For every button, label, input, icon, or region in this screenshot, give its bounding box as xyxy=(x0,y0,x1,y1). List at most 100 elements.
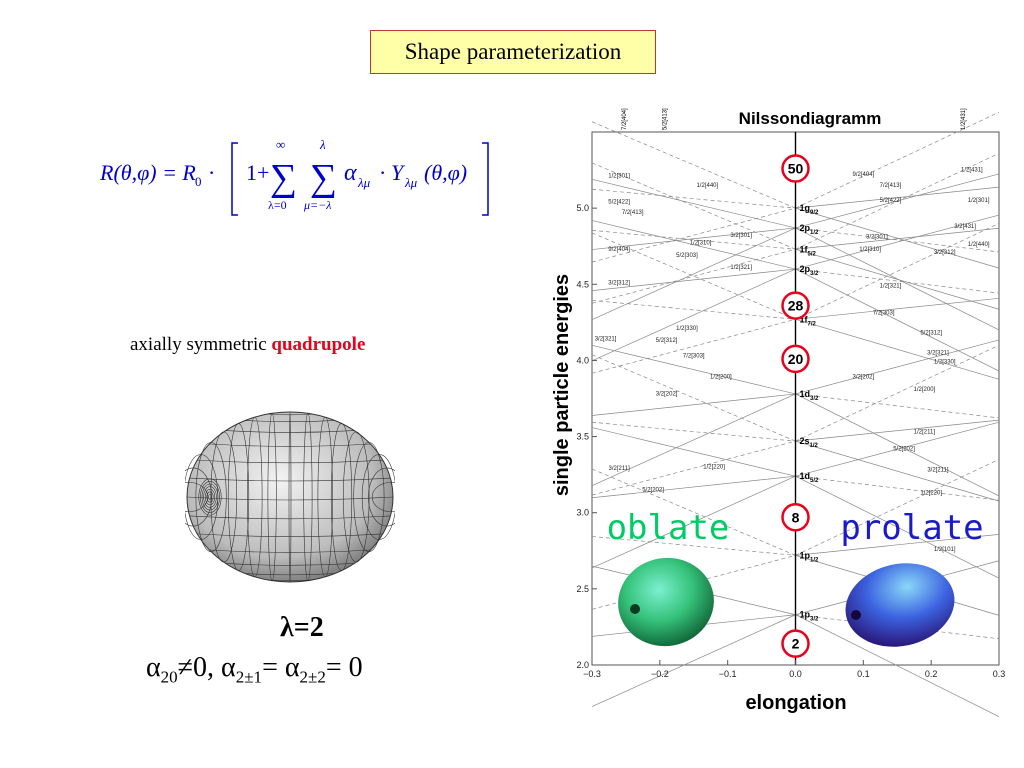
orbital-label: 5/2[202] xyxy=(893,446,915,452)
meridian-line xyxy=(353,442,385,552)
orbital-line xyxy=(795,344,1000,442)
spherical-level-sub: 5/2 xyxy=(810,478,819,484)
orbital-line xyxy=(795,614,1000,640)
orbital-label: 7/2[303] xyxy=(683,353,705,359)
sum2-sigma: ∑ xyxy=(310,157,337,199)
parallel-line xyxy=(209,443,371,447)
top-orbital-label: 1/2[431] xyxy=(961,108,967,130)
meridian-line xyxy=(195,442,227,552)
magic-number-label: 28 xyxy=(788,298,804,314)
orbital-label: 3/2[312] xyxy=(934,250,956,256)
y-tick-label: 3.0 xyxy=(576,508,589,518)
orbital-line xyxy=(795,268,1000,294)
pole-ring xyxy=(201,483,219,511)
magic-number-circle xyxy=(781,503,810,532)
orbital-label: 7/2[413] xyxy=(880,183,902,189)
orbital-label: 1/2[440] xyxy=(968,242,990,248)
magic-number-label: 2 xyxy=(792,636,800,652)
pole-ring xyxy=(206,491,214,503)
orbital-label: 1/2[330] xyxy=(934,359,956,365)
orbital-line xyxy=(795,440,1000,502)
y-tick-label: 2.0 xyxy=(576,660,589,670)
orbital-line xyxy=(591,227,796,321)
formula-alpha: α xyxy=(344,160,357,186)
orbital-line xyxy=(795,227,1000,250)
orbital-line xyxy=(591,468,796,556)
nilsson-diagram: −0.3 −0.2 −0.1 0.0 0.1 0.2 0.3 2.0 2.5 3.0 3.5 4.0 4… xyxy=(540,95,1024,725)
meridian-line xyxy=(267,412,277,582)
orbital-line xyxy=(591,268,796,292)
spherical-level-sub: 3/2 xyxy=(810,396,819,402)
spherical-level-sub: 5/2 xyxy=(808,251,817,257)
orbital-label: 7/2[413] xyxy=(622,210,644,216)
orbital-label: 1/2[200] xyxy=(710,375,732,381)
orbital-label: 1/2[310] xyxy=(690,241,712,247)
meridian-line xyxy=(247,416,263,578)
parallel-line xyxy=(225,430,355,433)
orbital-label: 5/2[422] xyxy=(608,200,630,206)
parallel-line xyxy=(189,515,391,520)
orbital-line xyxy=(591,318,796,374)
orbital-line xyxy=(591,232,796,320)
orbital-label: 3/2[431] xyxy=(954,224,976,230)
orbital-line xyxy=(795,318,1000,380)
orbital-line xyxy=(795,419,1000,442)
y-tick-label: 3.5 xyxy=(576,432,589,442)
orbital-label: 1/2[220] xyxy=(703,465,725,471)
orbital-label: 3/2[301] xyxy=(866,235,888,241)
orbital-line xyxy=(795,214,1000,270)
alpha-a-sub: 20 xyxy=(160,667,178,687)
spherical-level-sub: 3/2 xyxy=(810,271,819,277)
orbital-line xyxy=(795,614,1000,718)
orbital-label: 1/2[301] xyxy=(968,198,990,204)
alpha-c-sub: 2±2 xyxy=(299,667,326,687)
meridian-line xyxy=(227,423,250,571)
alpha-a-rest: ≠0, α xyxy=(177,652,236,683)
orbital-label: 1/2[301] xyxy=(608,174,630,180)
orbital-line xyxy=(591,536,796,556)
alpha-conditions: α20≠0, α2±1= α2±2= 0 xyxy=(146,652,363,688)
top-orbital-label: 7/2[404] xyxy=(622,108,628,130)
x-tick-label: −0.3 xyxy=(583,669,601,679)
x-tick-label: −0.2 xyxy=(651,669,669,679)
meridian-line xyxy=(317,416,333,578)
orbital-line xyxy=(795,475,1000,579)
orbital-line xyxy=(591,207,796,263)
alpha-c-rest: = 0 xyxy=(325,652,363,683)
magic-number-circle xyxy=(781,344,810,374)
shape-description: axially symmetric quadrupole xyxy=(130,334,365,356)
parallel-line xyxy=(197,459,383,464)
orbital-line xyxy=(591,300,796,320)
parallel-line xyxy=(209,549,371,553)
x-tick-label: 0.3 xyxy=(993,669,1006,679)
description-prefix: axially symmetric xyxy=(130,334,272,355)
wireframe-ellipsoid xyxy=(169,410,411,585)
oblate-pole xyxy=(630,604,640,614)
chart-title: Nilssondiagramm xyxy=(739,109,882,128)
magic-number-circle xyxy=(781,291,810,320)
orbital-label: 1/2[431] xyxy=(961,168,983,174)
formula-args: (θ,φ) xyxy=(424,160,467,185)
orbital-label: 1/2[211] xyxy=(914,430,936,436)
formula-alpha-sub: λμ xyxy=(357,175,371,190)
oblate-label: oblate xyxy=(607,508,730,548)
orbital-line xyxy=(795,534,1000,556)
magic-number-circle xyxy=(781,154,810,183)
formula-one-plus: 1+ xyxy=(246,160,269,185)
orbital-line xyxy=(591,178,796,229)
orbital-line xyxy=(591,121,796,209)
spherical-level-sub: 9/2 xyxy=(810,210,819,216)
orbital-line xyxy=(591,393,796,487)
orbital-label: 1/2[321] xyxy=(730,265,752,271)
parallel-line xyxy=(245,573,335,576)
orbital-line xyxy=(591,344,796,395)
orbital-line xyxy=(795,393,1000,497)
magic-number-label: 20 xyxy=(788,351,804,367)
orbital-label: 3/2[202] xyxy=(656,391,678,397)
orbital-line xyxy=(591,475,796,569)
meridian-line xyxy=(303,412,313,582)
y-tick-label: 4.0 xyxy=(576,355,589,365)
magic-number-label: 50 xyxy=(788,161,804,177)
spherical-level-sub: 7/2 xyxy=(808,321,817,327)
alpha-b-sub: 2±1 xyxy=(235,667,263,687)
